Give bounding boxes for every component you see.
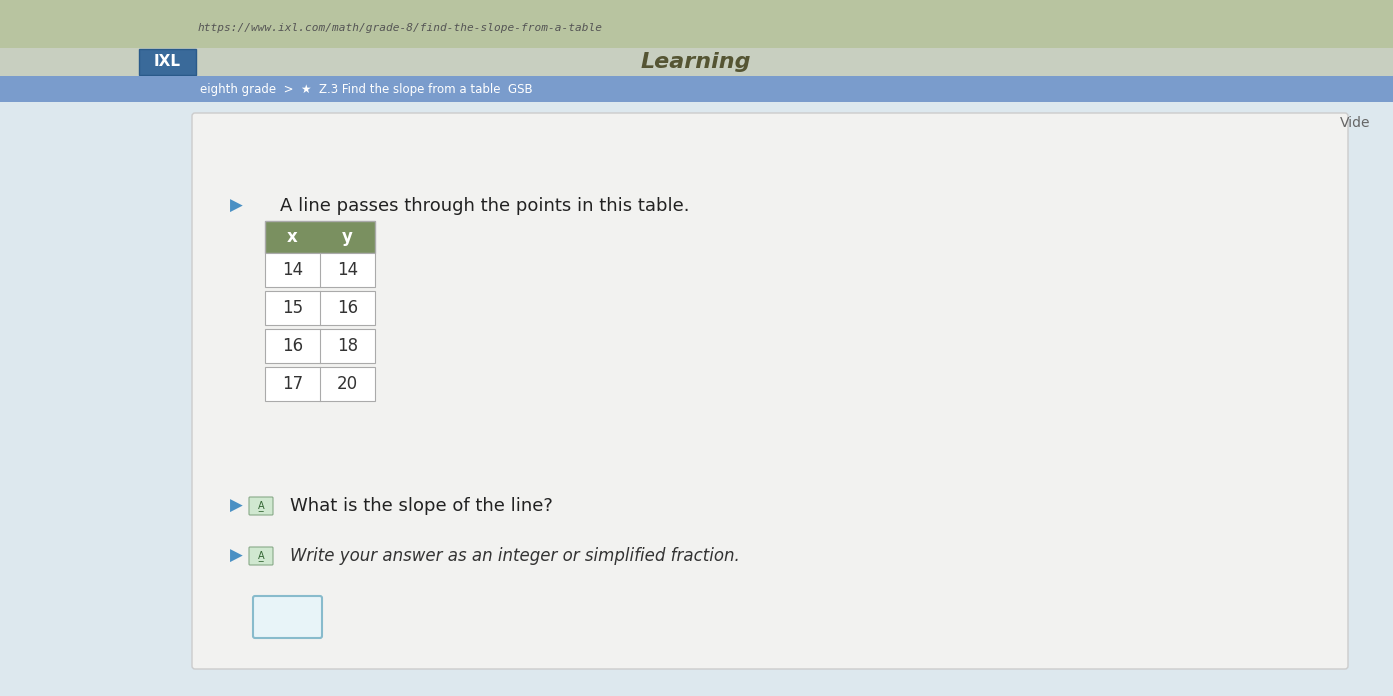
Text: A̲: A̲: [258, 551, 265, 562]
Text: A̲: A̲: [258, 500, 265, 512]
Text: Learning: Learning: [641, 52, 751, 72]
FancyBboxPatch shape: [0, 0, 1393, 48]
Text: y: y: [343, 228, 352, 246]
FancyBboxPatch shape: [249, 497, 273, 515]
Text: eighth grade  >  ★  Z.3 Find the slope from a table  GSB: eighth grade > ★ Z.3 Find the slope from…: [201, 83, 532, 95]
Text: x: x: [287, 228, 298, 246]
FancyBboxPatch shape: [265, 291, 375, 325]
Text: IXL: IXL: [153, 54, 181, 70]
Text: 15: 15: [281, 299, 304, 317]
FancyBboxPatch shape: [0, 48, 1393, 76]
Text: 18: 18: [337, 337, 358, 355]
FancyBboxPatch shape: [192, 113, 1348, 669]
Text: What is the slope of the line?: What is the slope of the line?: [290, 497, 553, 515]
Text: 16: 16: [281, 337, 304, 355]
Text: 20: 20: [337, 375, 358, 393]
Text: 16: 16: [337, 299, 358, 317]
Text: Vide: Vide: [1340, 116, 1369, 130]
Text: Write your answer as an integer or simplified fraction.: Write your answer as an integer or simpl…: [290, 547, 740, 565]
Text: 14: 14: [337, 261, 358, 279]
FancyBboxPatch shape: [265, 253, 375, 287]
Text: 14: 14: [281, 261, 304, 279]
FancyBboxPatch shape: [265, 367, 375, 401]
Text: A line passes through the points in this table.: A line passes through the points in this…: [280, 197, 690, 215]
Text: https://www.ixl.com/math/grade-8/find-the-slope-from-a-table: https://www.ixl.com/math/grade-8/find-th…: [198, 23, 603, 33]
Text: ▶: ▶: [230, 197, 242, 215]
Text: ▶: ▶: [230, 547, 242, 565]
Text: 17: 17: [281, 375, 304, 393]
FancyBboxPatch shape: [139, 49, 196, 75]
FancyBboxPatch shape: [0, 102, 1393, 696]
FancyBboxPatch shape: [249, 547, 273, 565]
FancyBboxPatch shape: [265, 329, 375, 363]
FancyBboxPatch shape: [254, 596, 322, 638]
FancyBboxPatch shape: [265, 221, 375, 253]
FancyBboxPatch shape: [0, 76, 1393, 102]
Text: ▶: ▶: [230, 497, 242, 515]
